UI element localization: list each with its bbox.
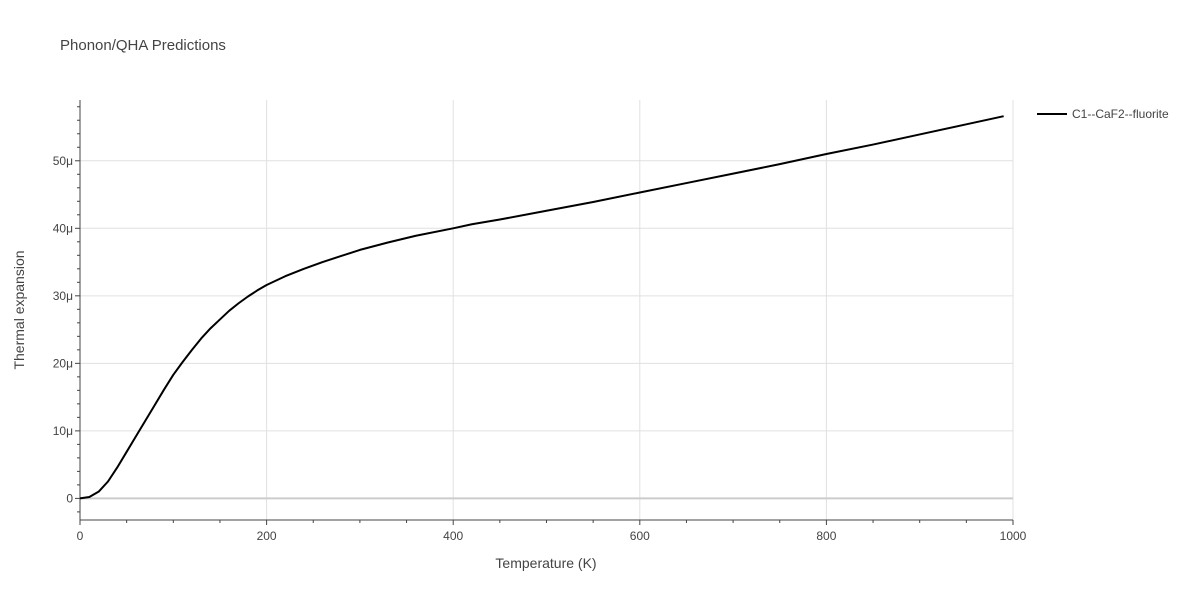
x-tick-label: 200	[257, 529, 277, 543]
legend[interactable]: C1--CaF2--fluorite	[1037, 107, 1169, 121]
y-tick-label: 10μ	[53, 424, 73, 438]
x-tick-label: 400	[443, 529, 463, 543]
axes: 0 200 400 600 800 1000 0 10μ 20μ 30μ 40μ 50μ	[53, 100, 1027, 543]
x-tick-label: 800	[816, 529, 836, 543]
y-axis-title: Thermal expansion	[11, 250, 27, 369]
y-tick-label: 0	[66, 491, 73, 505]
x-tick-label: 1000	[1000, 529, 1027, 543]
x-tick-label: 0	[77, 529, 84, 543]
x-tick-label: 600	[630, 529, 650, 543]
series-layer	[79, 115, 1004, 500]
chart-title: Phonon/QHA Predictions	[60, 37, 226, 54]
y-tick-label: 50μ	[53, 154, 73, 168]
y-tick-label: 20μ	[53, 356, 73, 370]
y-tick-label: 40μ	[53, 221, 73, 235]
y-tick-label: 30μ	[53, 289, 73, 303]
x-axis-title: Temperature (K)	[495, 555, 596, 571]
legend-label: C1--CaF2--fluorite	[1072, 107, 1169, 121]
series-line	[79, 115, 1004, 500]
grid-lines	[80, 100, 1014, 520]
